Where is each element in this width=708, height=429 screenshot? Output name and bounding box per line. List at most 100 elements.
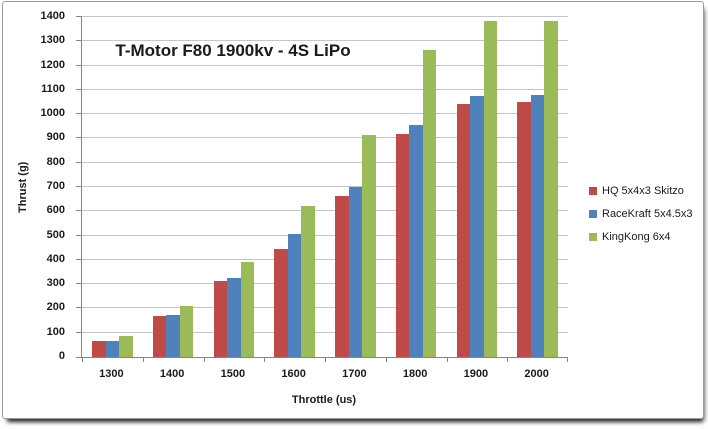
bar-hq-2000 (517, 102, 531, 357)
x-tick-label: 1300 (99, 368, 124, 380)
bar-racekraft-1900 (470, 96, 484, 357)
bar-kingkong-1400 (179, 305, 194, 357)
bar-kingkong-1500 (240, 261, 255, 357)
legend-label: KingKong 6x4 (602, 230, 671, 243)
y-axis-tick (76, 113, 82, 115)
gridline (82, 113, 568, 115)
legend-swatch-icon (589, 232, 597, 241)
gridline (82, 161, 568, 163)
y-tick-label: 1000 (40, 107, 65, 120)
legend-item: RaceKraft 5x4.5x3 (589, 202, 693, 225)
x-tick-label: 1600 (281, 368, 306, 380)
y-axis-tick (76, 40, 82, 42)
x-axis-tick (567, 358, 568, 362)
bar-racekraft-2000 (530, 94, 545, 357)
bar-racekraft-1500 (227, 278, 241, 357)
bar-hq-1700 (335, 195, 349, 357)
y-axis-tick (76, 210, 82, 212)
y-axis-tick (76, 186, 82, 187)
y-axis-tick (76, 234, 82, 236)
bar-racekraft-1600 (287, 233, 302, 357)
y-tick-label: 500 (46, 228, 65, 241)
bar-kingkong-1300 (119, 335, 133, 357)
y-axis-tick (76, 307, 82, 309)
y-tick-label: 1300 (40, 34, 65, 47)
chart-title: T-Motor F80 1900kv - 4S LiPo (115, 41, 351, 60)
y-tick-label: 1100 (41, 82, 65, 95)
legend-item: HQ 5x4x3 Skitzo (589, 179, 693, 202)
y-tick-label: 900 (46, 131, 65, 144)
y-tick-label: 600 (46, 204, 65, 217)
legend-label: HQ 5x4x3 Skitzo (602, 184, 684, 197)
y-axis-tick (76, 16, 82, 17)
bar-hq-1300 (92, 341, 106, 357)
bar-hq-1600 (274, 248, 288, 357)
y-tick-label: 1400 (40, 10, 65, 22)
legend: HQ 5x4x3 Skitzo RaceKraft 5x4.5x3 KingKong… (589, 179, 693, 248)
x-tick-label: 1900 (463, 368, 489, 380)
bar-kingkong-2000 (544, 20, 558, 357)
y-tick-label: 300 (46, 277, 65, 290)
gridline (82, 258, 568, 260)
gridline (82, 283, 568, 285)
bar-racekraft-1800 (409, 125, 423, 357)
gridline (82, 234, 568, 236)
gridline (82, 210, 568, 212)
x-axis-title: Throttle (us) (291, 394, 357, 406)
y-axis-tick (76, 88, 82, 90)
bar-hq-1400 (152, 315, 167, 357)
legend-label: RaceKraft 5x4.5x3 (602, 207, 693, 220)
y-axis-tick (76, 161, 82, 163)
y-axis-tick (76, 357, 82, 358)
plot-area (76, 16, 568, 362)
gridline (82, 40, 568, 42)
y-tick-label: 0 (58, 350, 65, 362)
bar-hq-1500 (213, 280, 228, 357)
y-axis-tick (76, 283, 82, 285)
bar-racekraft-1700 (348, 187, 363, 357)
legend-swatch-icon (589, 186, 597, 195)
x-tick-label: 1700 (342, 368, 367, 380)
x-axis-tick (82, 358, 83, 362)
y-tick-label: 800 (46, 155, 65, 168)
bar-kingkong-1600 (301, 206, 315, 357)
gridline (82, 88, 568, 90)
y-axis-tick (76, 258, 82, 260)
x-axis-tick (385, 358, 387, 362)
y-axis-tick (76, 331, 82, 333)
chart-frame: T-Motor F80 1900kv - 4S LiPo Thrust (g) … (2, 1, 704, 419)
gridline (82, 186, 568, 187)
bar-kingkong-1800 (422, 49, 437, 357)
y-tick-label: 200 (46, 301, 65, 314)
gridline (82, 331, 568, 333)
x-axis-tick (142, 358, 144, 362)
gridline (82, 16, 568, 17)
x-axis-tick (264, 358, 266, 362)
legend-swatch-icon (589, 209, 597, 218)
x-tick-label: 2000 (524, 368, 549, 380)
y-axis-tick (76, 64, 82, 66)
gridline (82, 64, 568, 66)
gridline (82, 137, 568, 139)
bar-racekraft-1400 (166, 314, 180, 357)
bar-kingkong-1700 (362, 134, 376, 357)
y-tick-label: 1200 (40, 58, 65, 71)
y-tick-label: 100 (46, 325, 65, 338)
x-tick-label: 1400 (159, 368, 185, 380)
y-tick-label: 700 (46, 180, 65, 192)
x-tick-label: 1500 (220, 368, 246, 380)
x-axis-tick (446, 358, 448, 362)
gridline (82, 307, 568, 309)
x-axis-tick (325, 358, 326, 362)
bar-hq-1800 (395, 133, 410, 357)
bar-kingkong-1900 (483, 20, 498, 357)
x-axis-tick (507, 358, 509, 362)
y-axis-tick (76, 137, 82, 139)
y-axis-tick-labels: 0 100 200 300 400 500 600 700 800 900 1000 1100 1200… (3, 2, 75, 429)
legend-item: KingKong 6x4 (589, 225, 693, 248)
bar-hq-1900 (456, 104, 471, 357)
x-tick-label: 1800 (402, 368, 428, 380)
x-axis-tick (203, 358, 205, 362)
y-tick-label: 400 (46, 252, 65, 265)
